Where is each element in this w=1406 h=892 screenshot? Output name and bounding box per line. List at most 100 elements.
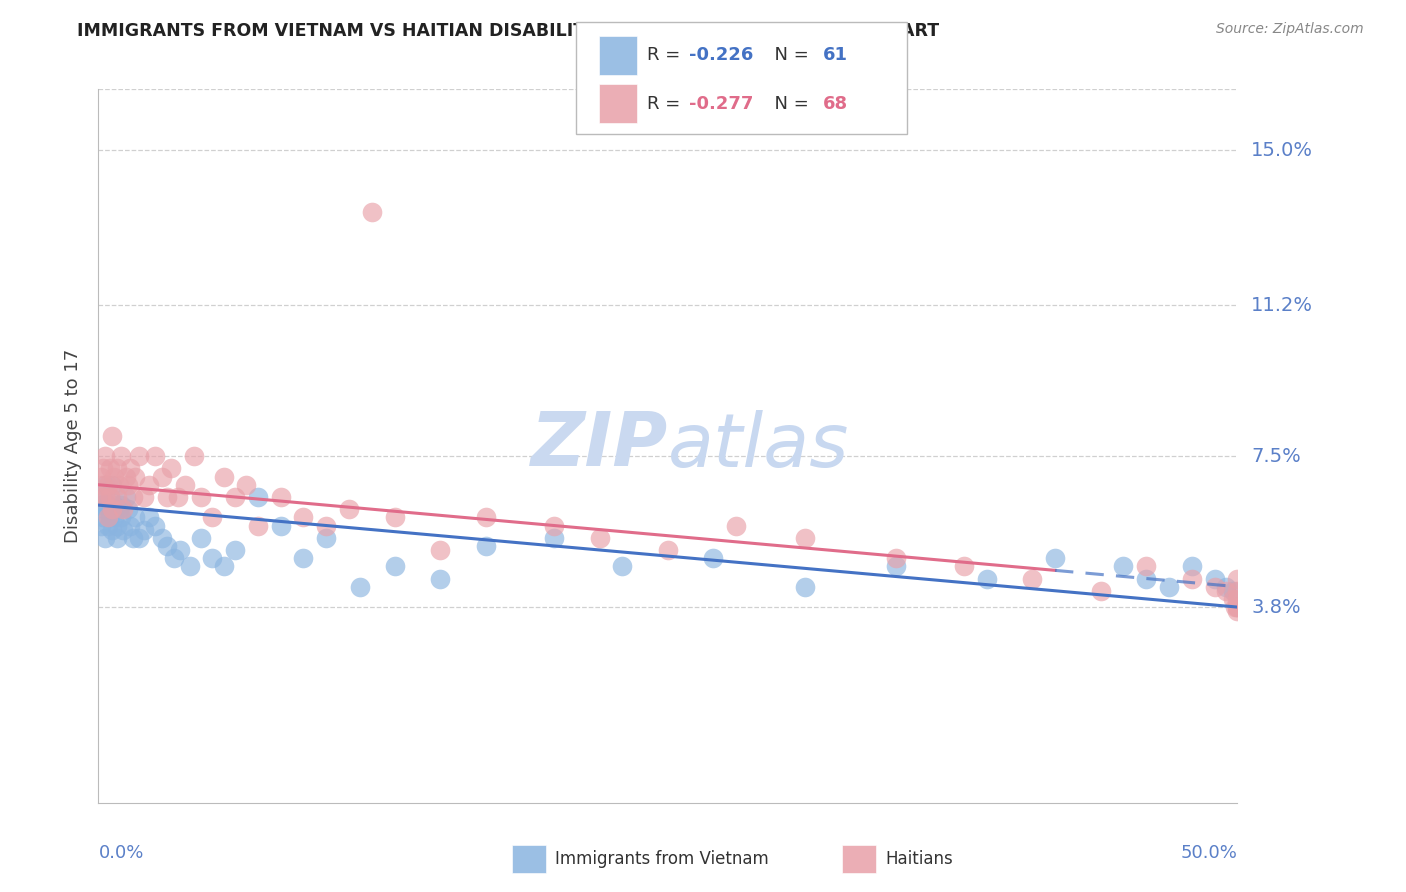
Point [124,510,146,524]
Point [1181,572,1204,586]
Point [1021,572,1043,586]
Point [90,498,112,512]
Point [101,502,124,516]
Point [169,543,191,558]
Point [101,477,124,491]
Text: 68: 68 [823,95,848,112]
Point [543,518,565,533]
Point [91,510,114,524]
Point [1204,580,1226,594]
Point [793,580,815,594]
Point [1135,572,1157,586]
Text: 50.0%: 50.0% [1181,845,1237,863]
Point [91,477,114,491]
Text: 3.8%: 3.8% [1251,598,1301,616]
Point [1181,559,1204,574]
Text: Source: ZipAtlas.com: Source: ZipAtlas.com [1216,22,1364,37]
Point [1135,559,1157,574]
Point [1043,551,1066,566]
Text: 61: 61 [823,46,848,64]
Point [103,469,125,483]
Point [117,502,139,516]
Point [90,490,112,504]
Point [105,518,128,533]
Y-axis label: Disability Age 5 to 17: Disability Age 5 to 17 [63,349,82,543]
Text: R =: R = [647,95,686,112]
Point [94,490,117,504]
Point [138,477,160,491]
Point [179,559,201,574]
Point [110,510,132,524]
Point [91,490,114,504]
Text: -0.226: -0.226 [689,46,754,64]
Point [1226,583,1249,598]
Point [588,531,610,545]
Point [150,531,173,545]
Text: Haitians: Haitians [886,850,953,868]
Point [884,559,907,574]
Point [1112,559,1135,574]
Point [98,461,121,475]
Point [246,518,269,533]
Text: IMMIGRANTS FROM VIETNAM VS HAITIAN DISABILITY AGE 5 TO 17 CORRELATION CHART: IMMIGRANTS FROM VIETNAM VS HAITIAN DISAB… [77,22,939,40]
Point [657,543,679,558]
Point [224,543,246,558]
Point [103,498,125,512]
Point [201,510,224,524]
Text: N =: N = [763,95,815,112]
Point [98,510,121,524]
Point [725,518,748,533]
Point [94,502,117,516]
Text: N =: N = [763,46,815,64]
Point [474,510,496,524]
Point [121,531,143,545]
Point [1223,600,1246,615]
Point [145,449,167,463]
Point [103,510,125,524]
Point [315,518,337,533]
Point [246,490,269,504]
Point [1226,591,1249,606]
Text: -0.277: -0.277 [689,95,754,112]
Text: 7.5%: 7.5% [1251,447,1301,466]
Point [114,490,136,504]
Point [793,531,815,545]
Point [91,461,114,475]
Point [90,469,112,483]
Point [167,490,190,504]
Point [212,469,235,483]
Point [429,572,451,586]
Point [162,551,184,566]
Point [105,490,128,504]
Text: 11.2%: 11.2% [1251,296,1313,315]
Point [429,543,451,558]
Point [174,477,197,491]
Point [110,449,132,463]
Text: R =: R = [647,46,686,64]
Point [1226,600,1249,615]
Point [1222,583,1244,598]
Point [98,490,121,504]
Text: atlas: atlas [668,410,849,482]
Point [145,518,167,533]
Point [292,551,315,566]
Point [112,523,135,537]
Point [612,559,634,574]
Point [1090,583,1112,598]
Point [120,461,142,475]
Point [702,551,724,566]
Point [96,498,118,512]
Point [156,539,179,553]
Point [120,518,142,533]
Point [884,551,907,566]
Point [94,477,117,491]
Point [105,461,128,475]
Point [96,518,118,533]
Point [384,510,406,524]
Point [128,531,150,545]
Point [212,559,235,574]
Text: ZIP: ZIP [530,409,668,483]
Point [128,449,150,463]
Point [315,531,337,545]
Point [1226,572,1249,586]
